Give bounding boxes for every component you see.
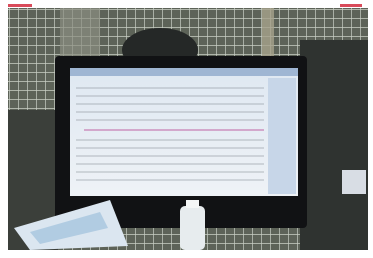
page — [0, 0, 373, 258]
bottle-cap — [186, 200, 199, 208]
monitor-screen — [70, 68, 298, 196]
side-panel — [268, 78, 296, 194]
shadow-right — [300, 40, 368, 250]
device — [342, 170, 366, 194]
corner-mark — [8, 4, 32, 7]
photo — [0, 0, 373, 258]
border-bottom — [8, 250, 368, 258]
bottle — [180, 206, 205, 250]
window-titlebar — [70, 68, 298, 76]
corner-mark — [340, 4, 362, 7]
